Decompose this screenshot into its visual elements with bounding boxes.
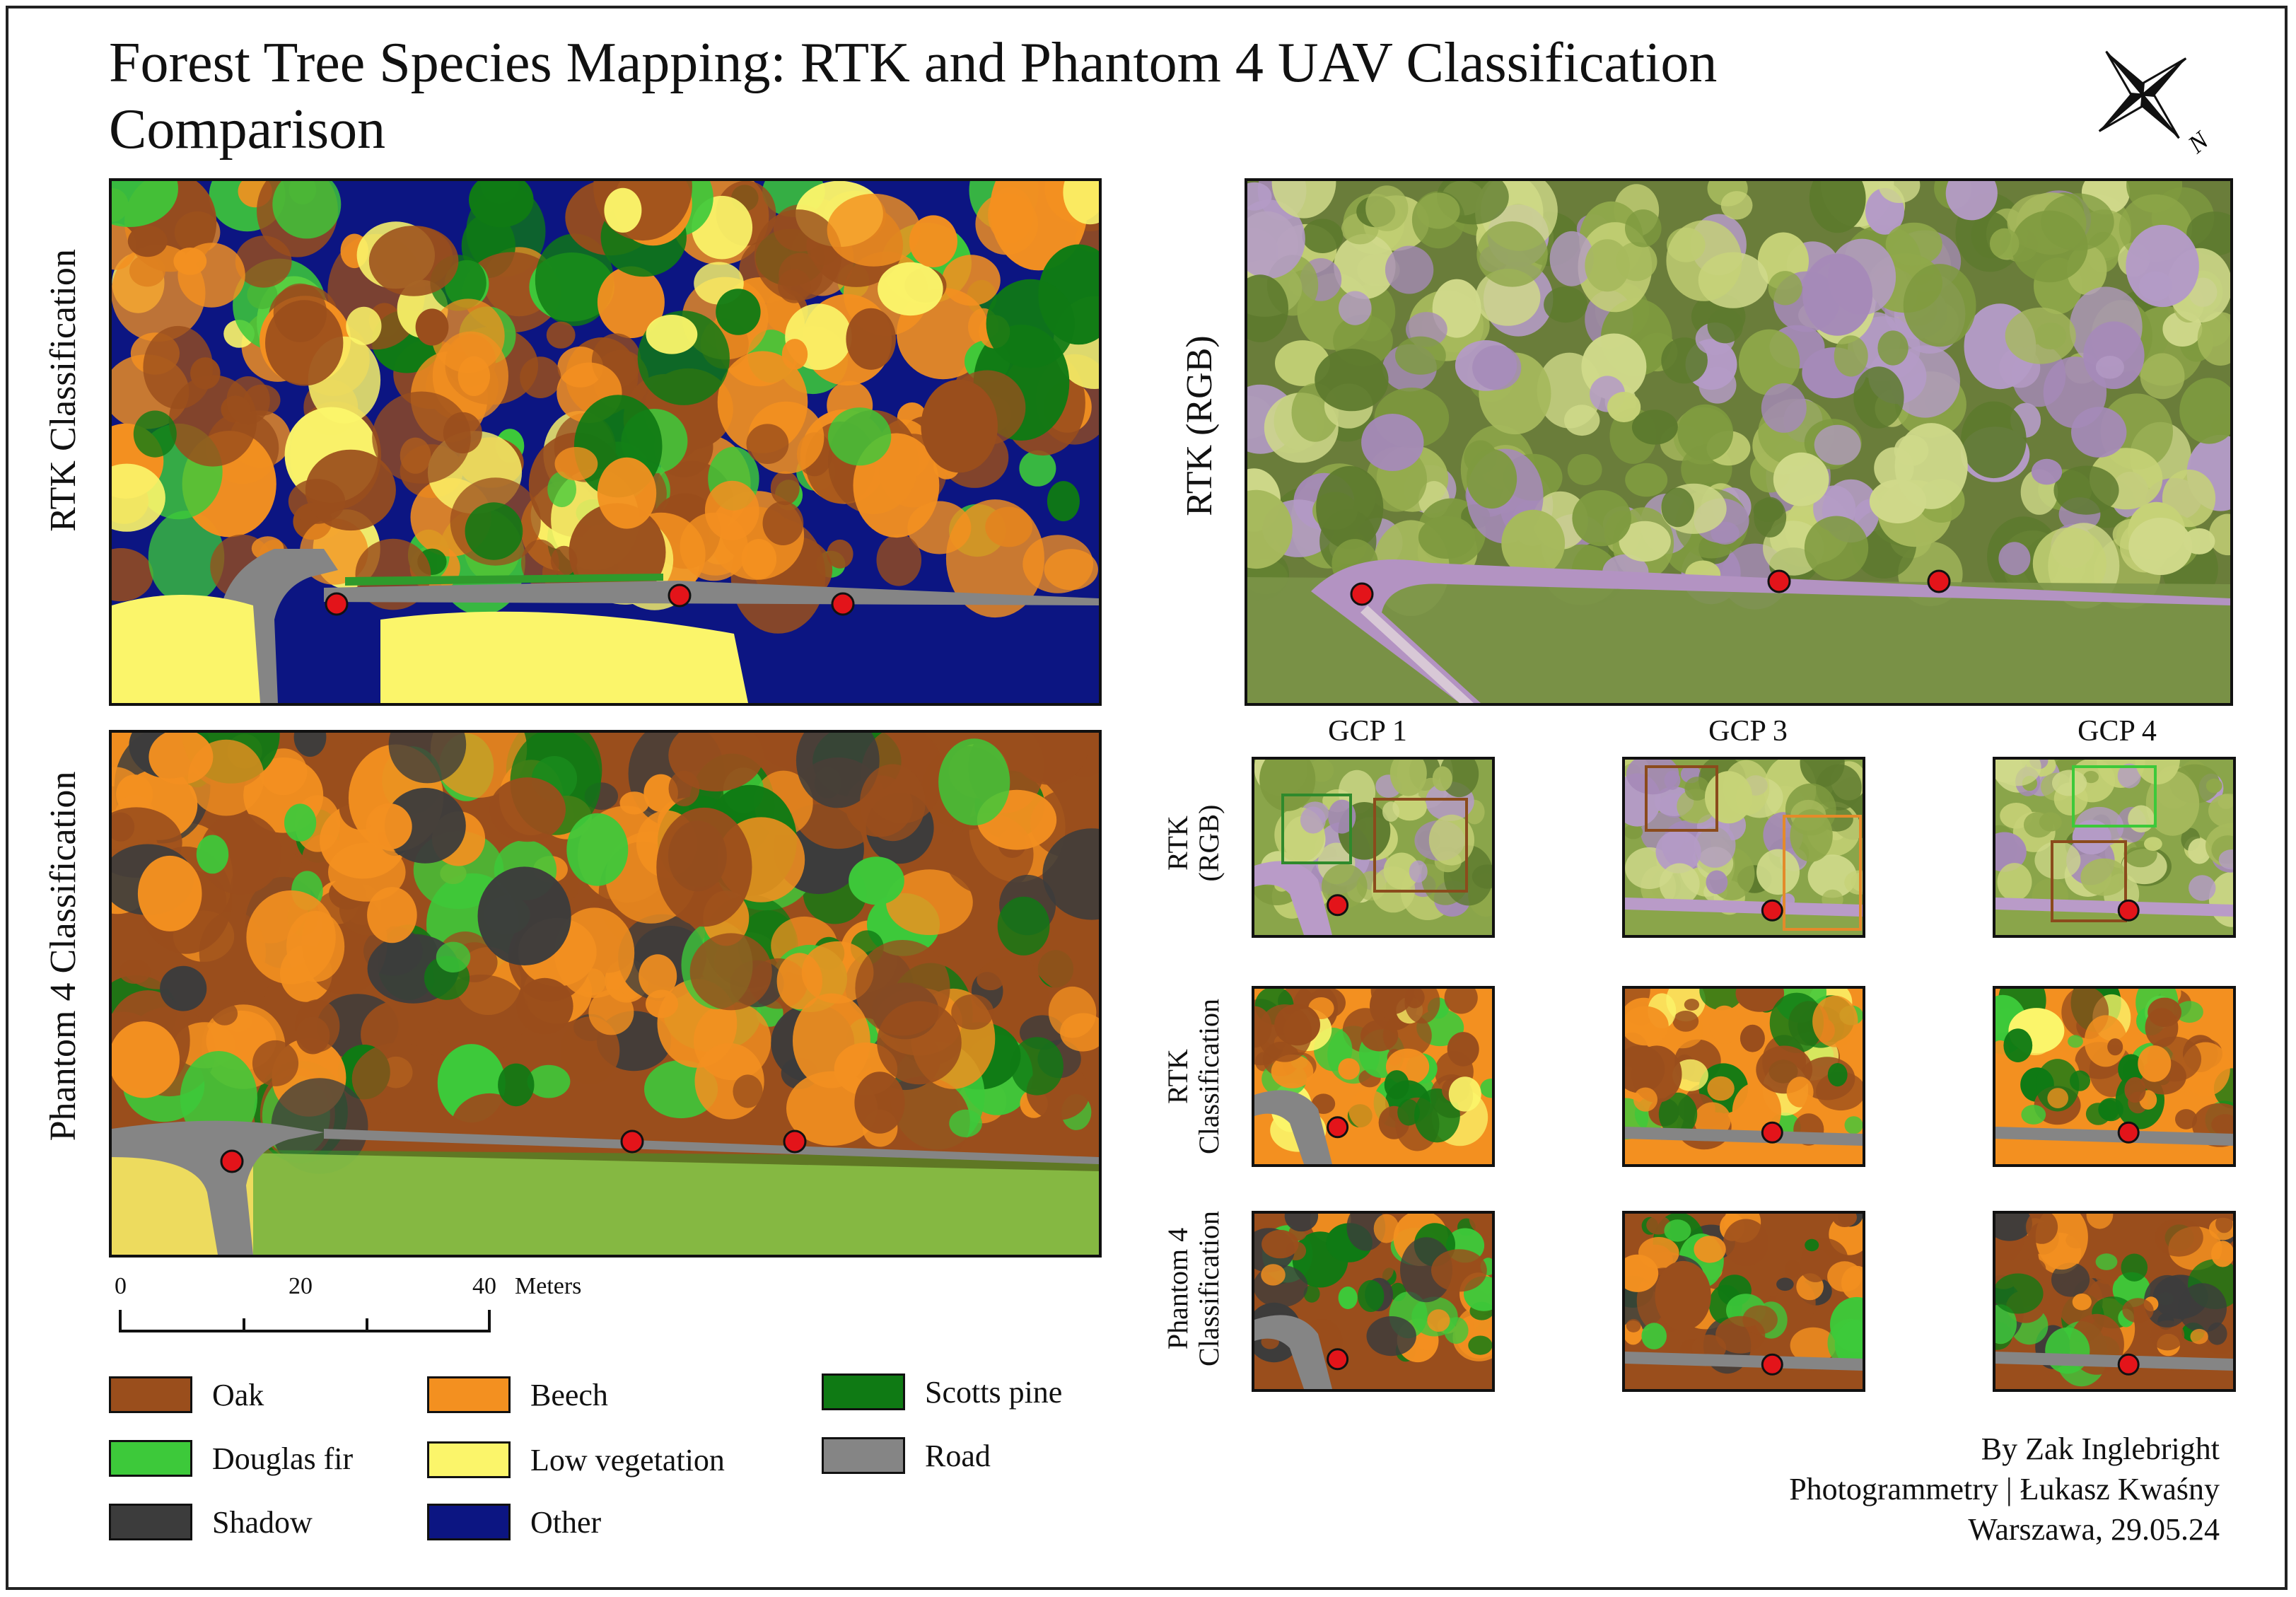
scale-tick-20: 20 (289, 1273, 313, 1299)
gcp-tile-ph-1 (1252, 1211, 1495, 1392)
north-arrow-icon: N (2098, 50, 2215, 159)
gcp-row-rtk-class-label: RTK Classification (1162, 999, 1225, 1154)
legend-swatch (427, 1504, 511, 1540)
legend-item-shadow: Shadow (109, 1501, 313, 1543)
gcp-3-header: GCP 3 (1708, 715, 1788, 748)
gcp-marker (1350, 582, 1374, 606)
gcp-marker (1761, 1121, 1783, 1144)
legend-item-low-vegetation: Low vegetation (427, 1439, 725, 1481)
rtk-rgb-image (1245, 178, 2233, 706)
gcp-marker (1327, 894, 1349, 917)
rtk-classification-label: RTK Classification (43, 249, 83, 532)
gcp-1-header: GCP 1 (1328, 715, 1407, 748)
legend-label: Beech (530, 1377, 608, 1412)
gcp-marker (783, 1129, 807, 1154)
gcp-tile-ph-3 (1993, 1211, 2236, 1392)
rtk-classification-map (109, 178, 1102, 706)
legend-label: Road (925, 1438, 991, 1473)
credits-course: Photogrammetry | Łukasz Kwaśny (1789, 1472, 2220, 1506)
gcp-tile-rtk-3 (1993, 986, 2236, 1167)
gcp-row-phantom-class-label: Phantom 4 Classification (1162, 1211, 1225, 1366)
gcp-tile-rgb-2 (1622, 757, 1865, 938)
map-title: Forest Tree Species Mapping: RTK and Pha… (109, 32, 1718, 161)
legend-swatch (822, 1437, 905, 1474)
credits-author: By Zak Inglebright (1981, 1432, 2220, 1466)
gcp-marker (1327, 1116, 1349, 1139)
legend-swatch (427, 1441, 511, 1478)
scale-tick-40: 40 (472, 1273, 496, 1299)
legend-label: Other (530, 1504, 602, 1540)
map-layout: Forest Tree Species Mapping: RTK and Pha… (6, 6, 2288, 1590)
phantom-classification-label: Phantom 4 Classification (43, 771, 83, 1142)
gcp-tile-rtk-2 (1622, 986, 1865, 1167)
gcp-marker (1761, 1353, 1783, 1376)
gcp-4-header: GCP 4 (2078, 715, 2157, 748)
legend-item-douglas-fir: Douglas fir (109, 1437, 353, 1480)
legend-label: Scotts pine (925, 1374, 1063, 1410)
legend-label: Douglas fir (212, 1441, 354, 1476)
gcp-tile-rtk-1 (1252, 986, 1495, 1167)
gcp-marker (2117, 1121, 2140, 1144)
phantom-classification-map (109, 730, 1102, 1258)
gcp-marker (325, 592, 349, 616)
gcp-marker (668, 583, 692, 608)
legend-item-oak: Oak (109, 1374, 264, 1416)
legend-label: Low vegetation (530, 1442, 725, 1477)
legend-item-other: Other (427, 1501, 601, 1543)
legend-label: Shadow (212, 1504, 313, 1540)
credits: By Zak Inglebright Photogrammetry | Łuka… (1789, 1429, 2220, 1550)
gcp-marker (1927, 569, 1951, 593)
scale-bar-graphic (119, 1310, 491, 1332)
gcp-marker (2117, 1353, 2140, 1376)
gcp-marker (1767, 569, 1791, 593)
legend-swatch (109, 1504, 192, 1540)
gcp-marker (1327, 1348, 1349, 1371)
gcp-tile-rgb-1 (1252, 757, 1495, 938)
north-label: N (2182, 125, 2215, 159)
gcp-marker (1761, 899, 1783, 922)
legend-label: Oak (212, 1377, 264, 1412)
rtk-rgb-label: RTK (RGB) (1179, 335, 1220, 516)
gcp-marker (620, 1129, 644, 1154)
legend-item-scotts-pine: Scotts pine (822, 1371, 1062, 1413)
legend-swatch (109, 1440, 192, 1477)
legend-item-road: Road (822, 1434, 991, 1477)
gcp-marker (831, 592, 855, 616)
gcp-tile-rgb-3 (1993, 757, 2236, 938)
gcp-marker (220, 1149, 244, 1173)
gcp-row-rtk-rgb-label: RTK (RGB) (1162, 804, 1225, 882)
gcp-marker (2117, 899, 2140, 922)
legend-swatch (427, 1376, 511, 1413)
scale-unit: Meters (515, 1273, 582, 1299)
legend-swatch (109, 1376, 192, 1413)
scale-tick-0: 0 (115, 1273, 127, 1299)
credits-place-date: Warszawa, 29.05.24 (1968, 1512, 2220, 1547)
legend-swatch (822, 1374, 905, 1410)
gcp-tile-ph-2 (1622, 1211, 1865, 1392)
legend-item-beech: Beech (427, 1374, 608, 1416)
